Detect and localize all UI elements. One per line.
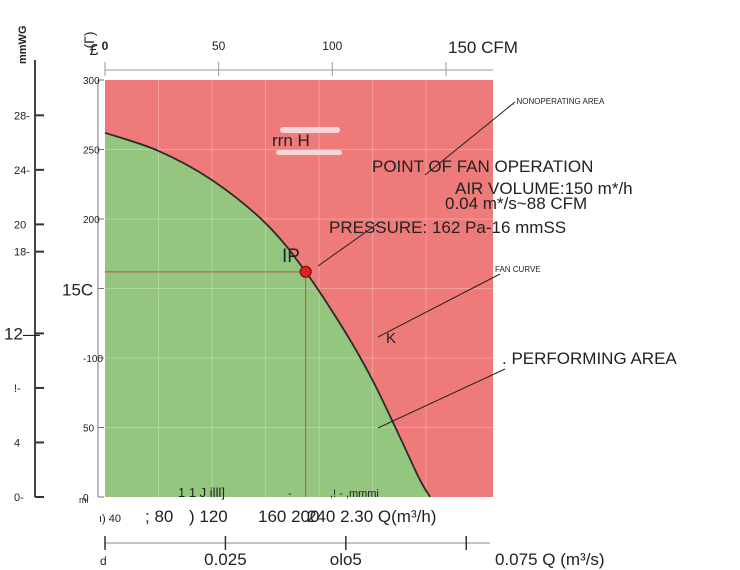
m3h-tick-label: 160 200 — [258, 507, 319, 526]
air-volume-cfm-label: 0.04 m*/s~88 CFM — [445, 194, 587, 213]
m3h-tick-label: ) 120 — [189, 507, 228, 526]
mmwg-tick-label: 20 — [14, 219, 26, 231]
ghost-label-1: rrn H — [272, 131, 310, 150]
cfm-tick-label: 50 — [212, 39, 226, 53]
plot-grid — [105, 80, 493, 497]
air-volume-label: AIR VOLUME:150 m*/h — [455, 179, 633, 198]
corner-label: mi — [79, 495, 89, 505]
fan-curve-leader — [377, 273, 501, 338]
cfm-unit-mark-1: (Γ) — [81, 31, 97, 48]
nonoperating-leader — [424, 101, 516, 176]
ghost-marks: rrn H IP K — [272, 127, 396, 347]
m3h-tick-label: 240 2.30 Q(m³/h) — [307, 507, 436, 526]
mmwg-tick-label: 12— — [4, 324, 40, 343]
mmwg-tick-label: !- — [14, 383, 21, 395]
plot-bottom-label-1: 1 1 J illl] — [178, 485, 225, 500]
ghost-label-2: IP — [282, 246, 300, 267]
cfm-tick-label: 150 CFM — [448, 38, 518, 57]
operating-point-marker — [299, 265, 312, 278]
cfm-ticks: 0 50 100 150 CFM — [102, 38, 518, 76]
pa-tick-label: 250 — [83, 146, 100, 157]
pa-tick-label: 0 — [83, 493, 89, 504]
ghost-label-3: K — [386, 330, 396, 347]
performing-area — [105, 132, 431, 497]
mmwg-tick-label: 28- — [14, 110, 30, 122]
pa-tick-label: -100 — [83, 354, 103, 365]
pa-tick-label: 200 — [83, 215, 100, 226]
cfm-unit-mark-2: £ — [90, 42, 99, 59]
operation-leader — [317, 221, 381, 267]
pa-ticks: 300 250 200 15C -100 50 0 — [62, 76, 104, 504]
plot-bottom-label-3: ,! - ,mmmi — [330, 488, 379, 500]
fan-curve-label: FAN CURVE — [495, 265, 541, 274]
nonoperating-label: , NONOPERATING AREA — [512, 97, 605, 106]
mmwg-tick-label: 4 — [14, 437, 20, 449]
m3s-ticks: d 0.025 olo5 0.075 Q (m³/s) — [100, 536, 605, 569]
performing-leader — [377, 368, 506, 429]
m3h-tick-label: ; 80 — [145, 507, 173, 526]
cfm-tick-label: 0 — [102, 39, 109, 53]
plot-bottom-label-2: - — [288, 488, 292, 500]
mmwg-tick-label: 24- — [14, 165, 30, 177]
mmwg-tick-label: 0- — [14, 492, 24, 504]
point-title: POINT OF FAN OPERATION — [372, 157, 593, 176]
pa-tick-label: 300 — [83, 76, 100, 87]
m3s-tick-label: d — [100, 554, 107, 568]
cfm-tick-label: 100 — [322, 39, 342, 53]
pa-tick-label: 15C — [62, 281, 93, 300]
m3s-tick-label: 0.075 Q (m³/s) — [495, 550, 605, 569]
mmwg-axis-label: mmWG — [17, 26, 29, 65]
mmwg-ticks: 28- 24- 20 18- 12— !- 4 0- — [4, 110, 44, 504]
m3s-tick-label: olo5 — [330, 550, 362, 569]
fan-curve-line — [104, 131, 431, 498]
pa-tick-label: 50 — [83, 424, 95, 435]
mmwg-tick-label: 18- — [14, 247, 30, 259]
m3h-tick-label: ı) 40 — [99, 513, 121, 525]
pressure-label: PRESSURE: 162 Pa-16 mmSS — [329, 218, 566, 237]
performing-label: . PERFORMING AREA — [502, 349, 677, 368]
m3s-tick-label: 0.025 — [204, 550, 247, 569]
